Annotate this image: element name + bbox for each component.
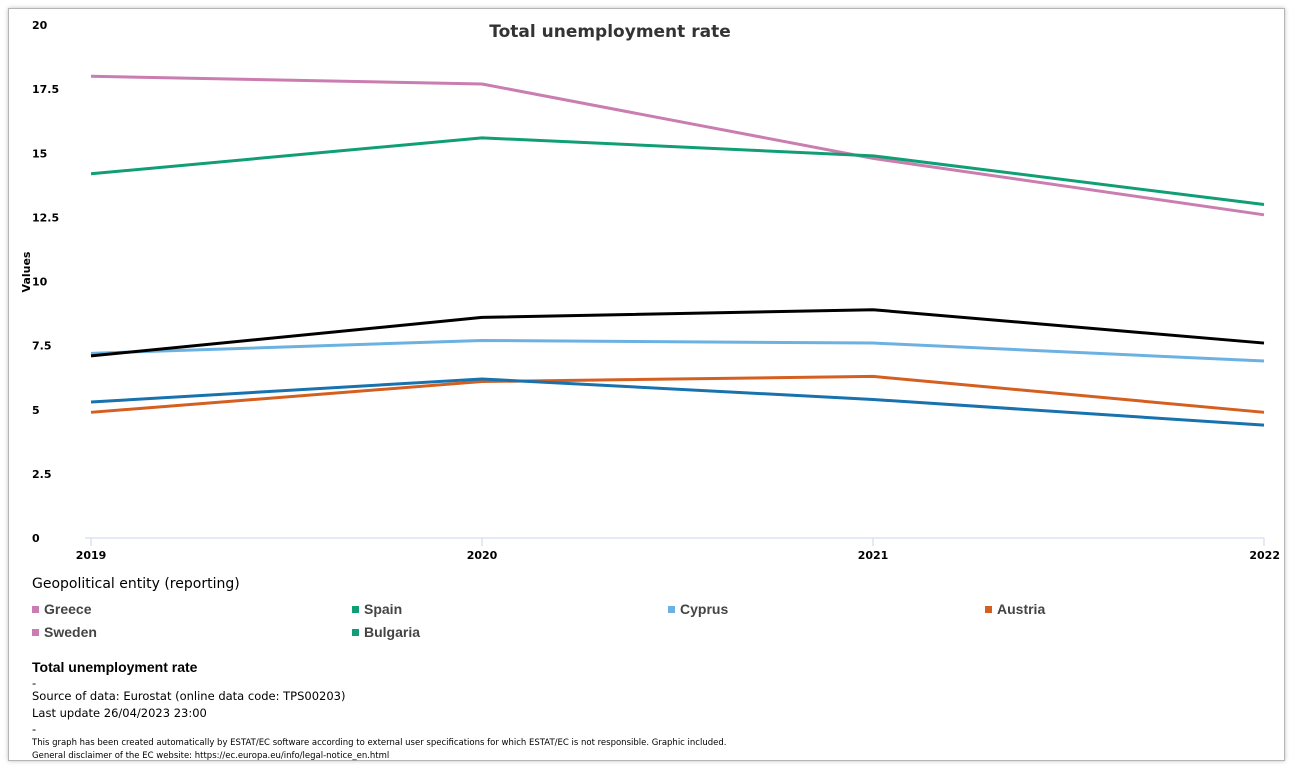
series-line-greece[interactable] <box>90 74 1265 217</box>
footer-last-update: Last update 26/04/2023 23:00 <box>32 706 207 720</box>
legend-swatch <box>985 606 992 613</box>
legend-item-greece[interactable]: Greece <box>32 601 91 617</box>
legend-item-sweden[interactable]: Sweden <box>32 624 97 640</box>
series-line-bulgaria[interactable] <box>90 377 1265 427</box>
y-tick-label: 7.5 <box>32 340 52 353</box>
legend-item-spain[interactable]: Spain <box>352 601 402 617</box>
legend-swatch <box>32 606 39 613</box>
legend-swatch <box>32 629 39 636</box>
chart-frame <box>8 8 1285 761</box>
series-line-austria[interactable] <box>90 374 1265 414</box>
legend-title: Geopolitical entity (reporting) <box>32 576 240 592</box>
y-tick-label: 0 <box>32 532 40 545</box>
legend-label: Spain <box>364 601 403 617</box>
y-tick-label: 12.5 <box>32 211 59 224</box>
y-tick-label: 5 <box>32 404 40 417</box>
legend-label: Greece <box>44 601 92 617</box>
x-tick-label: 2020 <box>467 549 498 562</box>
footer-dash: - <box>32 676 37 690</box>
footer-source: Source of data: Eurostat (online data co… <box>32 689 346 703</box>
x-tick-label: 2021 <box>858 549 889 562</box>
y-tick-label: 20 <box>32 19 48 32</box>
line-chart: Total unemployment rate Values 0 2.5 5 7.5 1… <box>20 19 1280 562</box>
y-tick-label: 2.5 <box>32 468 52 481</box>
footer-dash: - <box>32 722 37 736</box>
series-line-cyprus[interactable] <box>90 338 1265 363</box>
y-axis-label: Values <box>20 251 33 292</box>
legend-swatch <box>668 606 675 613</box>
footer-disclaimer: This graph has been created automaticall… <box>32 738 727 748</box>
legend-swatch <box>352 629 359 636</box>
series-lines <box>90 74 1265 427</box>
legend-item-bulgaria[interactable]: Bulgaria <box>352 624 420 640</box>
series-line-spain[interactable] <box>90 136 1265 207</box>
y-tick-label: 17.5 <box>32 83 59 96</box>
y-tick-label: 15 <box>32 147 47 160</box>
legend-label: Cyprus <box>680 601 729 617</box>
legend-label: Sweden <box>44 624 97 640</box>
footer-disclaimer-link[interactable]: General disclaimer of the EC website: ht… <box>32 751 390 761</box>
y-axis-ticks: 0 2.5 5 7.5 10 12.5 15 17.5 20 <box>32 19 59 545</box>
legend-item-austria[interactable]: Austria <box>985 601 1045 617</box>
x-axis: 2019 2020 2021 2022 <box>76 537 1280 562</box>
x-tick-label: 2022 <box>1249 549 1280 562</box>
footer-title: Total unemployment rate <box>32 659 198 675</box>
series-line-sweden[interactable] <box>90 308 1265 358</box>
legend-label: Austria <box>997 601 1046 617</box>
legend-swatch <box>352 606 359 613</box>
x-tick-label: 2019 <box>76 549 107 562</box>
legend-label: Bulgaria <box>364 624 421 640</box>
chart-title: Total unemployment rate <box>489 22 730 42</box>
y-tick-label: 10 <box>32 276 48 289</box>
legend-item-cyprus[interactable]: Cyprus <box>668 601 728 617</box>
